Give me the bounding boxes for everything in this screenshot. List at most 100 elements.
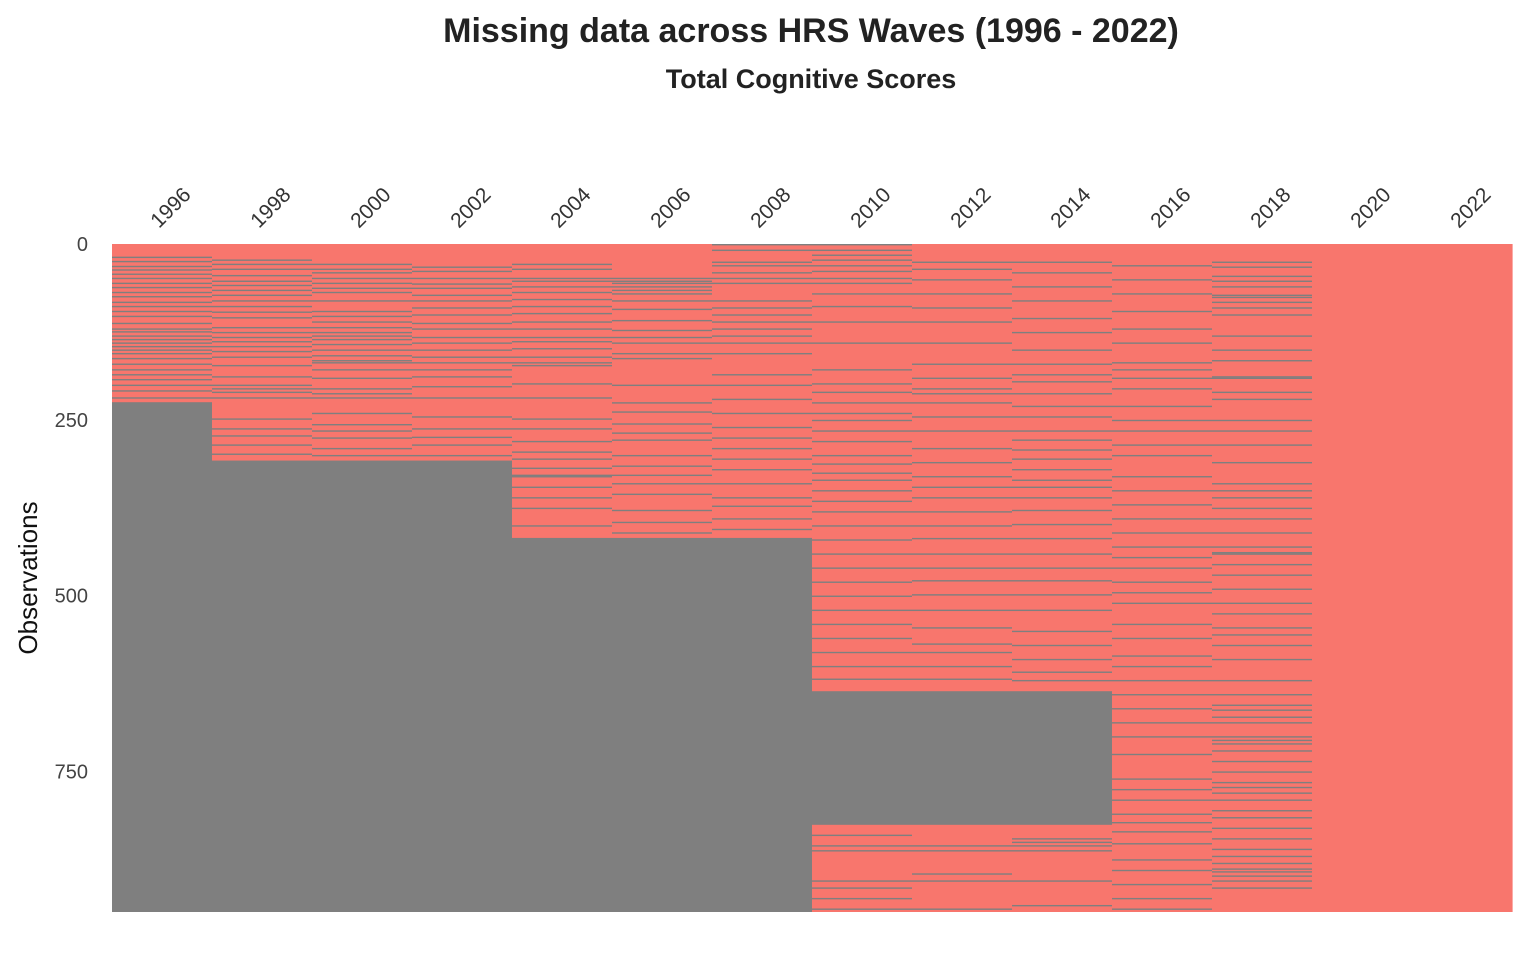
missing-line-2014-34: [1012, 838, 1112, 840]
missing-line-2016-44: [1112, 869, 1212, 872]
missing-line-2014-7: [1012, 363, 1112, 365]
y-axis-label: Observations: [13, 501, 43, 654]
missing-line-1996-9: [112, 296, 212, 298]
missing-line-2012-2: [912, 279, 1012, 281]
cell-present-2020: [1312, 244, 1413, 912]
missing-line-2010-39: [812, 834, 912, 837]
missing-line-2016-26: [1112, 623, 1212, 626]
missing-line-2010-0: [812, 244, 912, 246]
missing-line-1996-26: [112, 374, 212, 376]
missing-line-2014-15: [1012, 449, 1112, 451]
missing-line-2008-15: [712, 374, 812, 376]
missing-line-2018-2: [1212, 275, 1312, 278]
missing-line-2014-2: [1012, 286, 1112, 288]
missing-line-2012-9: [912, 388, 1012, 390]
missing-line-2014-3: [1012, 300, 1112, 302]
missing-line-2018-28: [1212, 551, 1312, 554]
missing-line-2002-15: [412, 362, 512, 364]
missing-line-2016-39: [1112, 813, 1212, 815]
missing-line-2002-23: [412, 444, 512, 446]
missing-line-2010-8: [812, 293, 912, 295]
missing-line-2018-39: [1212, 679, 1312, 682]
missing-line-1996-19: [112, 342, 212, 344]
missing-line-2014-6: [1012, 349, 1112, 351]
missing-line-1998-23: [212, 391, 312, 394]
missing-line-2010-5: [812, 270, 912, 273]
missing-line-2008-3: [712, 265, 812, 267]
missing-line-2000-5: [312, 287, 412, 289]
missing-line-1998-12: [212, 326, 312, 329]
missing-line-2016-17: [1112, 504, 1212, 506]
missing-line-2014-9: [1012, 381, 1112, 383]
missing-line-1996-7: [112, 286, 212, 289]
missing-line-2004-20: [512, 428, 612, 430]
missing-line-2008-2: [712, 261, 812, 263]
missing-line-2018-6: [1212, 296, 1312, 299]
missing-line-2018-30: [1212, 563, 1312, 566]
missing-line-1998-25: [212, 418, 312, 420]
missing-line-1996-5: [112, 277, 212, 280]
missing-line-2010-37: [812, 665, 912, 668]
missing-line-2002-2: [412, 277, 512, 280]
missing-line-2016-1: [1112, 279, 1212, 281]
missing-line-2010-18: [812, 430, 912, 432]
missing-line-2018-48: [1212, 750, 1312, 752]
missing-line-1998-8: [212, 300, 312, 302]
missing-line-2014-31: [1012, 658, 1112, 661]
missing-block-2008-0: [712, 537, 813, 912]
y-tick-label-250: 250: [55, 410, 88, 432]
missing-line-2006-10: [612, 336, 712, 339]
missing-line-2000-20: [312, 369, 412, 371]
missing-line-2008-0: [712, 244, 812, 246]
missing-line-2014-4: [1012, 317, 1112, 320]
missing-line-2012-31: [912, 678, 1012, 680]
missing-line-2008-17: [712, 398, 812, 401]
missing-line-1996-20: [112, 345, 212, 348]
missing-line-2004-21: [512, 440, 612, 443]
missing-line-2004-18: [512, 397, 612, 399]
missing-line-2010-4: [812, 265, 912, 267]
y-tick-label-750: 750: [55, 761, 88, 783]
missing-line-2016-29: [1112, 665, 1212, 668]
y-tick-label-500: 500: [55, 586, 88, 608]
missing-line-2014-27: [1012, 594, 1112, 596]
missing-line-2010-23: [812, 479, 912, 481]
missing-line-2014-1: [1012, 272, 1112, 274]
missing-line-1998-7: [212, 294, 312, 297]
missing-line-2004-17: [512, 383, 612, 385]
missing-line-2014-39: [1012, 904, 1112, 907]
missing-line-2000-11: [312, 326, 412, 329]
missing-line-2006-12: [612, 352, 712, 355]
missing-line-2018-13: [1212, 376, 1312, 378]
missing-line-2004-13: [512, 348, 612, 350]
missing-line-2016-15: [1112, 476, 1212, 478]
missing-line-2018-40: [1212, 694, 1312, 696]
missing-line-2004-25: [512, 474, 612, 477]
missing-line-2010-38: [812, 678, 912, 680]
missing-line-2016-28: [1112, 655, 1212, 657]
missing-line-2018-17: [1212, 419, 1312, 422]
missing-line-2006-7: [612, 308, 712, 311]
missing-line-1998-15: [212, 341, 312, 343]
missing-line-2014-22: [1012, 523, 1112, 526]
missing-line-2012-0: [912, 261, 1012, 263]
missing-line-2018-24: [1212, 507, 1312, 510]
missing-line-2018-26: [1212, 532, 1312, 534]
missing-line-2012-7: [912, 363, 1012, 365]
x-tick-label-2012: 2012: [946, 183, 995, 232]
missing-line-1998-16: [212, 345, 312, 348]
missing-line-2016-42: [1112, 843, 1212, 845]
missing-line-2002-16: [412, 369, 512, 371]
missing-line-1996-30: [112, 397, 212, 399]
missing-line-2014-23: [1012, 537, 1112, 540]
x-tick-label-2004: 2004: [546, 183, 596, 233]
cell-present-2016: [1112, 244, 1213, 912]
missing-line-2004-27: [512, 486, 612, 488]
missing-line-2006-22: [612, 474, 712, 477]
missing-line-2018-15: [1212, 391, 1312, 394]
missing-line-2010-20: [812, 454, 912, 457]
missing-line-1996-14: [112, 322, 212, 325]
missing-line-2010-3: [812, 259, 912, 261]
missing-line-2006-18: [612, 432, 712, 434]
missing-line-2018-66: [1212, 887, 1312, 889]
